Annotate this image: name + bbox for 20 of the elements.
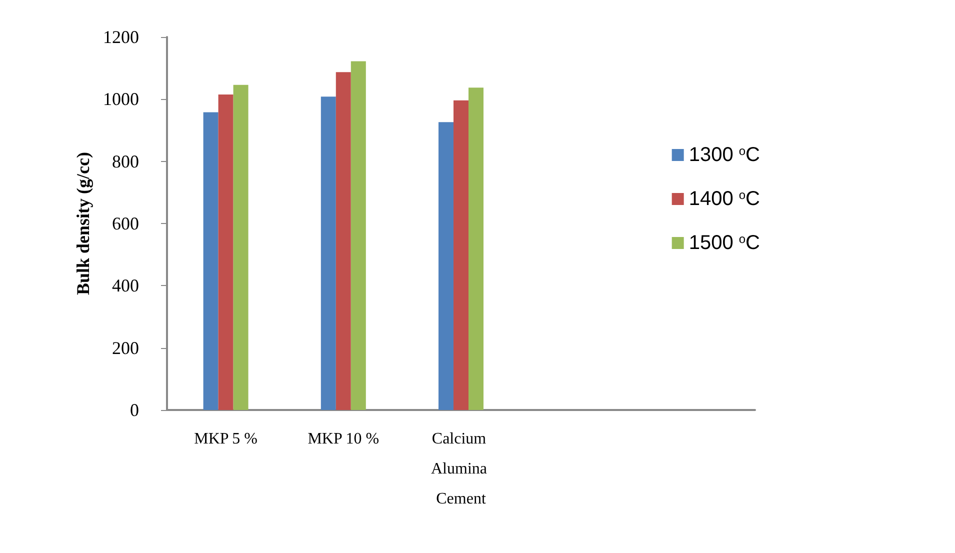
y-tick-label: 1200 [103, 27, 139, 47]
bar [350, 61, 366, 410]
bar [438, 122, 454, 410]
y-tick-label: 0 [130, 400, 139, 420]
x-tick-label: MKP 5 % [194, 430, 258, 448]
bar [320, 96, 336, 410]
y-tick-label: 600 [112, 214, 139, 234]
bar [468, 88, 484, 410]
y-tick-label: 1000 [103, 89, 139, 110]
y-axis-title: Bulk density (g/cc) [73, 152, 94, 296]
bar [218, 94, 234, 410]
y-tick-label: 200 [112, 338, 139, 358]
x-tick-label: MKP 10 % [308, 430, 380, 448]
y-tick-label: 400 [112, 276, 139, 296]
bar [203, 112, 218, 410]
bar [336, 72, 351, 410]
bar [233, 84, 248, 410]
bar [454, 100, 468, 410]
y-tick-label: 800 [112, 151, 139, 172]
x-tick-label: Calcium Alumina Cement [431, 430, 491, 508]
